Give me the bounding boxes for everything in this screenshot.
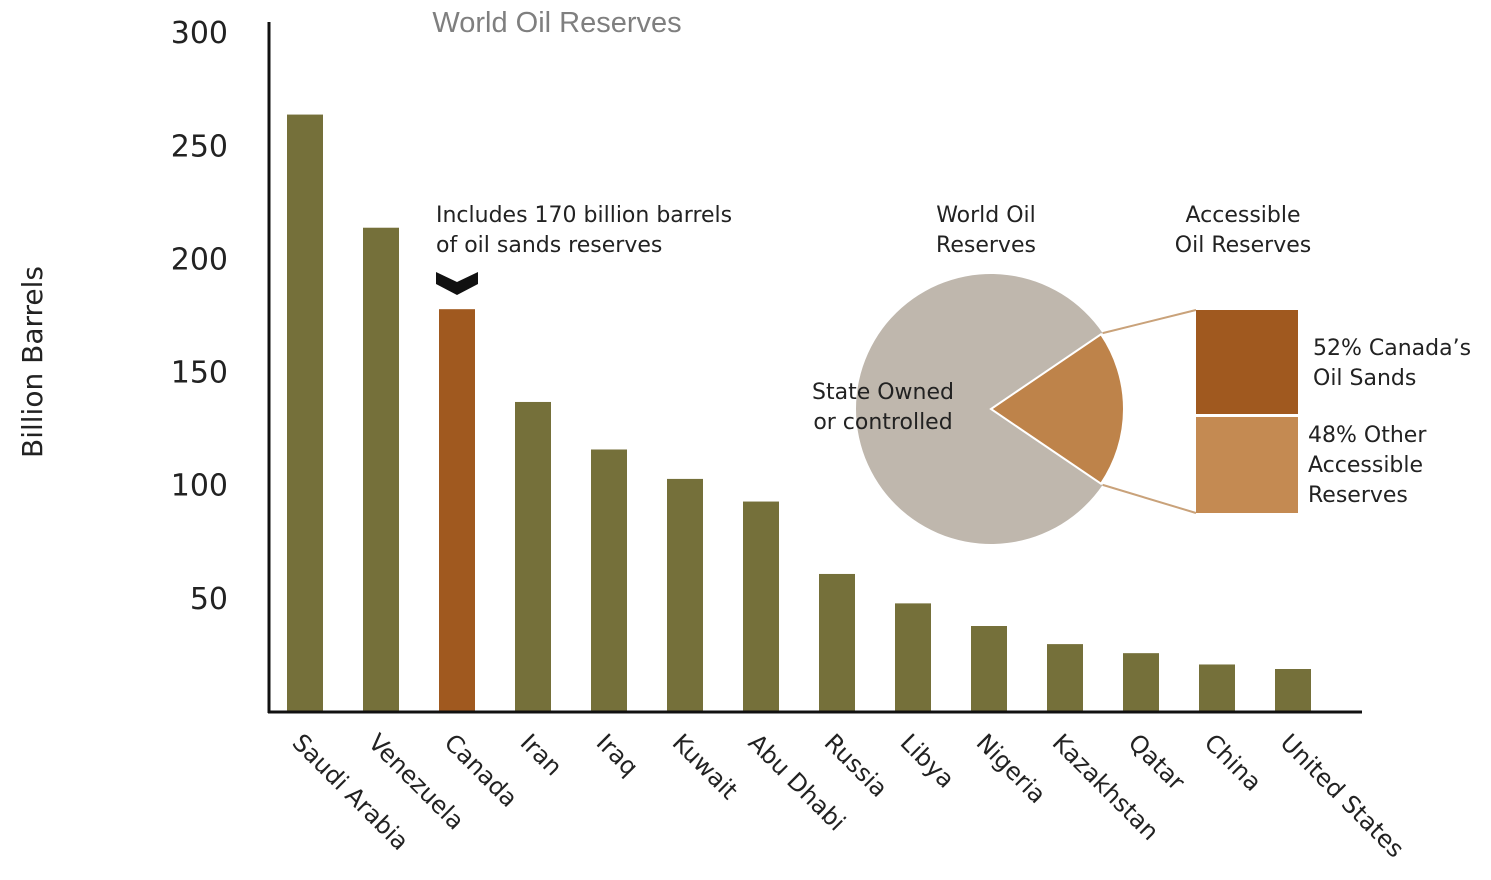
bar-united-states bbox=[1275, 669, 1311, 712]
chart-title: World Oil Reserves bbox=[432, 7, 681, 39]
bar-iran bbox=[515, 401, 551, 712]
y-axis-ticks: 50 100 150 200 250 300 bbox=[171, 16, 228, 617]
bar-china bbox=[1199, 664, 1235, 712]
connector-line-top bbox=[1102, 309, 1197, 335]
x-tick-label: Iran bbox=[515, 728, 568, 781]
annotation-text-line: of oil sands reserves bbox=[436, 233, 662, 258]
bar-nigeria bbox=[971, 626, 1007, 712]
bar-abu-dhabi bbox=[743, 501, 779, 712]
y-tick-label: 300 bbox=[171, 16, 228, 51]
connector-line-bottom bbox=[1102, 483, 1197, 514]
bar-iraq bbox=[591, 449, 627, 712]
stack-label-line: Accessible bbox=[1308, 453, 1423, 478]
y-axis-label: Billion Barrels bbox=[16, 266, 49, 458]
stack-segment-oil-sands bbox=[1196, 310, 1298, 416]
pie-title: World Oil Reserves bbox=[936, 203, 1036, 258]
canada-annotation: Includes 170 billion barrels of oil sands… bbox=[436, 203, 732, 295]
pie-title-line: Reserves bbox=[936, 233, 1036, 258]
bar-libya bbox=[895, 603, 931, 712]
x-tick-label: Russia bbox=[819, 728, 893, 802]
annotation-text-line: Includes 170 billion barrels bbox=[436, 203, 732, 228]
bar-kazakhstan bbox=[1047, 644, 1083, 712]
y-tick-label: 100 bbox=[171, 469, 228, 504]
pie-slice-state-owned bbox=[855, 274, 1103, 544]
stack-title-line: Accessible bbox=[1185, 203, 1300, 228]
bar-russia bbox=[819, 573, 855, 712]
y-tick-label: 250 bbox=[171, 129, 228, 164]
stack-label: 52% Canada’s Oil Sands bbox=[1313, 336, 1471, 391]
x-tick-label: Libya bbox=[895, 728, 960, 793]
stack-label-line: 52% Canada’s bbox=[1313, 336, 1471, 361]
pie-slice-accessible bbox=[989, 332, 1125, 486]
x-tick-label: China bbox=[1199, 728, 1267, 796]
bar-group bbox=[287, 114, 1311, 713]
stack-segment-other-accessible bbox=[1196, 415, 1298, 513]
stack-title: Accessible Oil Reserves bbox=[1175, 203, 1311, 258]
pie-title-line: World Oil bbox=[936, 203, 1036, 228]
x-tick-label: Nigeria bbox=[971, 728, 1052, 809]
stack-label-line: Oil Sands bbox=[1313, 366, 1416, 391]
x-tick-label: United States bbox=[1275, 728, 1410, 863]
x-tick-label: Qatar bbox=[1123, 728, 1191, 796]
bar-kuwait bbox=[667, 478, 703, 712]
pie-slice-label: State Owned or controlled bbox=[812, 380, 954, 435]
stack-label-line: Reserves bbox=[1308, 483, 1408, 508]
pie-slice-label-line: State Owned bbox=[812, 380, 954, 405]
chevron-down-icon bbox=[436, 272, 478, 295]
y-tick-label: 200 bbox=[171, 242, 228, 277]
bar-venezuela bbox=[363, 227, 399, 712]
x-tick-label: Kuwait bbox=[667, 728, 743, 804]
bar-saudi-arabia bbox=[287, 114, 323, 713]
annotation-text: Includes 170 billion barrels of oil sands… bbox=[436, 203, 732, 258]
stack-label: 48% Other Accessible Reserves bbox=[1308, 423, 1427, 508]
stack-title-line: Oil Reserves bbox=[1175, 233, 1311, 258]
stack-label-line: 48% Other bbox=[1308, 423, 1427, 448]
y-tick-label: 150 bbox=[171, 356, 228, 391]
ownership-inset: State Owned or controlled World Oil Reserve… bbox=[812, 203, 1471, 544]
x-tick-label: Iraq bbox=[591, 728, 644, 781]
bar-qatar bbox=[1123, 653, 1159, 712]
y-tick-label: 50 bbox=[190, 582, 228, 617]
bar-canada bbox=[439, 309, 475, 712]
pie-slice-label-line: or controlled bbox=[813, 410, 952, 435]
